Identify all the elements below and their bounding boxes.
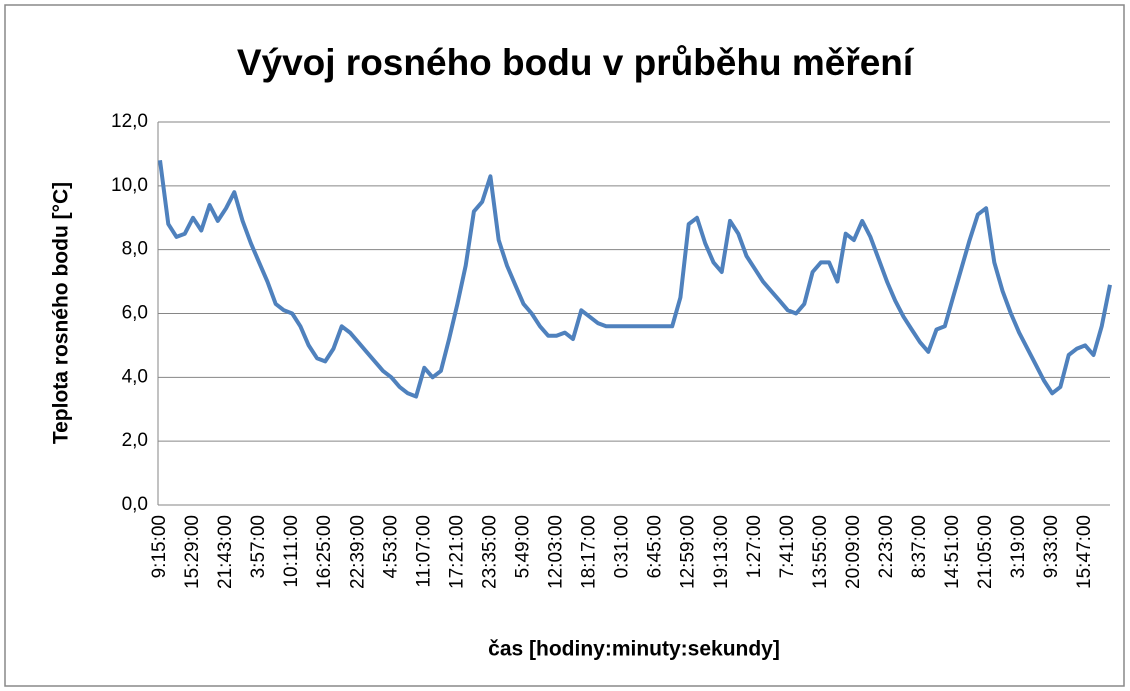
y-tick-label: 4,0 — [122, 366, 148, 387]
x-tick-label: 14:51:00 — [942, 515, 963, 589]
chart-title: Vývoj rosného bodu v průběhu měření — [237, 42, 915, 83]
x-tick-label: 0:31:00 — [612, 515, 633, 578]
x-tick-label: 15:47:00 — [1074, 515, 1095, 589]
x-tick-label: 7:41:00 — [777, 515, 798, 578]
chart-border — [4, 4, 1125, 687]
data-line — [158, 160, 1112, 399]
x-tick-label: 9:15:00 — [149, 515, 170, 578]
y-axis-label: Teplota rosného bodu [°C] — [50, 182, 73, 444]
x-tick-label: 3:19:00 — [1008, 515, 1029, 578]
y-tick-label: 0,0 — [122, 494, 148, 515]
x-tick-label: 17:21:00 — [446, 515, 467, 589]
x-tick-label: 18:17:00 — [579, 515, 600, 589]
x-tick-label: 11:07:00 — [413, 515, 434, 588]
x-axis-label: čas [hodiny:minuty:sekundy] — [488, 638, 780, 661]
x-tick-label: 9:33:00 — [1041, 515, 1062, 578]
x-tick-label: 22:39:00 — [347, 515, 368, 589]
x-tick-label: 13:55:00 — [810, 515, 831, 589]
x-tick-label: 3:57:00 — [248, 515, 269, 578]
x-tick-label: 8:37:00 — [909, 515, 930, 578]
y-tick-label: 12,0 — [111, 111, 148, 132]
x-tick-label: 6:45:00 — [645, 515, 666, 578]
x-tick-label: 1:27:00 — [744, 515, 765, 578]
x-tick-label: 12:59:00 — [678, 515, 699, 589]
x-tick-label: 21:43:00 — [215, 515, 236, 589]
x-tick-label: 4:53:00 — [380, 515, 401, 578]
y-tick-label: 8,0 — [122, 239, 148, 260]
y-tick-label: 10,0 — [111, 175, 148, 196]
x-tick-label: 10:11:00 — [281, 515, 302, 588]
x-tick-label: 5:49:00 — [512, 515, 533, 578]
x-tick-label: 23:35:00 — [479, 515, 500, 589]
x-tick-label: 12:03:00 — [546, 515, 567, 589]
x-tick-label: 16:25:00 — [314, 515, 335, 589]
x-tick-label: 2:23:00 — [876, 515, 897, 578]
x-tick-label: 20:09:00 — [843, 515, 864, 589]
y-tick-label: 6,0 — [122, 303, 148, 324]
x-tick-label: 15:29:00 — [182, 515, 203, 589]
y-tick-label: 2,0 — [122, 430, 148, 451]
x-tick-label: 19:13:00 — [711, 515, 732, 589]
x-tick-label: 21:05:00 — [975, 515, 996, 589]
